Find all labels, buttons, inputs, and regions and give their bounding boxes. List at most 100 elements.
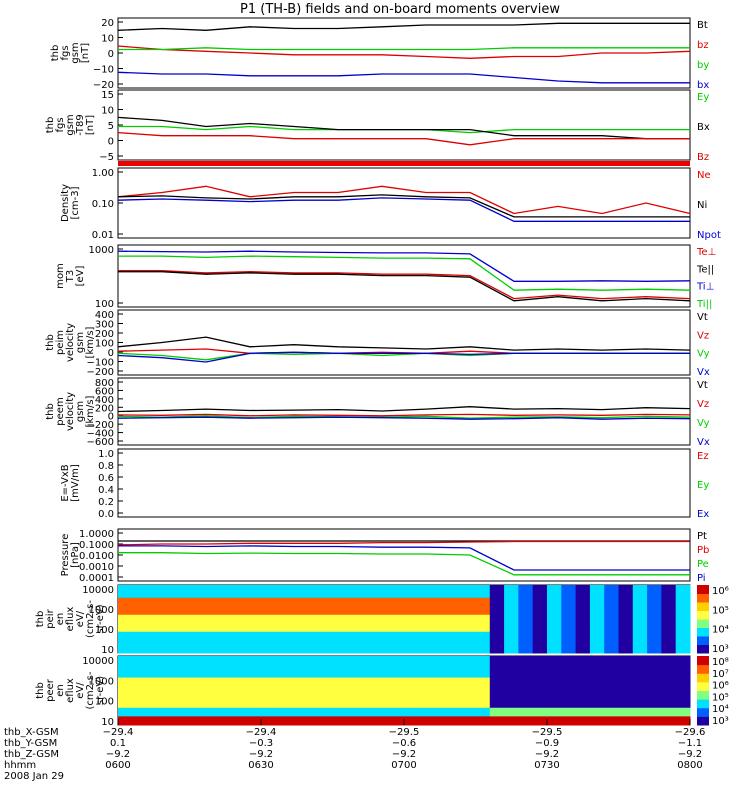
spectrogram-cell bbox=[547, 716, 562, 722]
spectrogram-cell bbox=[547, 720, 562, 726]
spectrogram-cell bbox=[203, 610, 219, 616]
ylabel-line: velocity bbox=[65, 323, 76, 362]
ytick-label: 0.0 bbox=[98, 509, 114, 520]
spectrogram-cell bbox=[618, 686, 634, 691]
spectrogram-cell bbox=[132, 636, 148, 641]
colorbar-segment bbox=[697, 585, 709, 594]
spectrogram-cell bbox=[261, 664, 276, 670]
spectrogram-cell bbox=[647, 664, 662, 670]
spectrogram-cell bbox=[261, 619, 276, 624]
spectrogram-cell bbox=[218, 690, 233, 696]
spectrogram-cell bbox=[647, 668, 662, 674]
spectrogram-cell bbox=[504, 694, 519, 700]
spectrogram-cell bbox=[332, 668, 348, 674]
spectrogram-cell bbox=[261, 694, 276, 700]
spectrogram-cell bbox=[446, 660, 462, 666]
spectrogram-cell bbox=[604, 699, 619, 704]
series-line-Vt bbox=[117, 406, 691, 413]
spectrogram-cell bbox=[289, 656, 305, 661]
spectrogram-cell bbox=[375, 593, 391, 599]
ytick-label: 10 bbox=[101, 645, 114, 656]
spectrogram-cell bbox=[604, 593, 619, 599]
series-line-Te|| bbox=[118, 271, 691, 302]
spectrogram-cell bbox=[404, 619, 419, 624]
spectrogram-cell bbox=[432, 636, 448, 641]
spectrogram-cell bbox=[232, 640, 248, 645]
ylabel-line: gsm bbox=[70, 42, 81, 63]
spectrogram-cell bbox=[375, 623, 391, 628]
colorbar-label: 10⁷ bbox=[712, 669, 729, 680]
spectrogram-cell bbox=[589, 681, 605, 687]
spectrogram-cell bbox=[332, 707, 348, 713]
spectrogram-cell bbox=[532, 686, 548, 691]
spectrogram-cell bbox=[575, 648, 591, 654]
spectrogram-cell bbox=[418, 668, 434, 674]
spectrogram-cell bbox=[203, 656, 219, 661]
spectrogram-cell bbox=[361, 636, 376, 641]
spectrogram-cell bbox=[632, 673, 648, 679]
spectrogram-cell bbox=[675, 716, 691, 722]
ylabel-line: peem bbox=[55, 397, 66, 425]
spectrogram-cell bbox=[489, 623, 505, 628]
spectrogram-cell bbox=[604, 636, 619, 641]
spectrogram-cell bbox=[246, 614, 262, 620]
ylabel-line: fgs bbox=[55, 117, 66, 132]
spectrogram-cell bbox=[589, 703, 605, 709]
xaxis-date: 2008 Jan 29 bbox=[4, 771, 64, 782]
spectrogram-cell bbox=[589, 720, 605, 726]
spectrogram-cell bbox=[575, 593, 591, 599]
spectrogram-cell bbox=[303, 593, 319, 599]
spectrogram-cell bbox=[446, 668, 462, 674]
spectrogram-cell bbox=[289, 636, 305, 641]
spectrogram-cell bbox=[203, 648, 219, 654]
spectrogram-cell bbox=[146, 677, 162, 683]
spectrogram-cell bbox=[232, 656, 248, 661]
spectrogram-cell bbox=[160, 589, 176, 594]
spectrogram-cell bbox=[418, 614, 434, 620]
spectrogram-cell bbox=[475, 636, 491, 641]
spectrogram-cell bbox=[289, 644, 305, 650]
spectrogram-cell bbox=[461, 694, 476, 700]
colorbar-label: 10³ bbox=[712, 644, 729, 655]
spectrogram-cell bbox=[375, 631, 391, 637]
ytick-label: 0.6 bbox=[98, 473, 114, 484]
spectrogram-cell bbox=[504, 720, 519, 726]
spectrogram-cell bbox=[261, 585, 276, 590]
spectrogram-cell bbox=[289, 610, 305, 616]
spectrogram-cell bbox=[461, 602, 476, 607]
spectrogram-cell bbox=[175, 619, 190, 624]
spectrogram-cell bbox=[446, 673, 462, 679]
spectrogram-cell bbox=[575, 673, 591, 679]
spectrogram-cell bbox=[518, 699, 534, 704]
spectrogram-cell bbox=[504, 712, 519, 717]
series-line-Vx bbox=[117, 416, 691, 420]
spectrogram-cell bbox=[561, 673, 577, 679]
spectrogram-cell bbox=[575, 720, 591, 726]
spectrogram-cell bbox=[589, 636, 605, 641]
spectrogram-cell bbox=[418, 673, 434, 679]
spectrogram-cell bbox=[146, 631, 162, 637]
spectrogram-cell bbox=[275, 681, 291, 687]
spectrogram-cell bbox=[146, 681, 162, 687]
spectrogram-cell bbox=[318, 593, 333, 599]
colorbar-label: 10⁵ bbox=[712, 692, 729, 703]
spectrogram-cell bbox=[318, 623, 333, 628]
spectrogram-cell bbox=[661, 673, 677, 679]
spectrogram-cell bbox=[589, 668, 605, 674]
spectrogram-cell bbox=[518, 716, 534, 722]
spectrogram-cell bbox=[589, 656, 605, 661]
spectrogram-cell bbox=[589, 673, 605, 679]
spectrogram-cell bbox=[675, 668, 691, 674]
spectrogram-cell bbox=[675, 720, 691, 726]
spectrogram-cell bbox=[518, 636, 534, 641]
ytick-label: 300 bbox=[95, 320, 114, 331]
spectrogram-cell bbox=[318, 614, 333, 620]
spectrogram-cell bbox=[160, 681, 176, 687]
spectrogram-cell bbox=[618, 610, 634, 616]
spectrogram-cell bbox=[432, 606, 448, 611]
spectrogram-cell bbox=[547, 668, 562, 674]
spectrogram-cell bbox=[604, 668, 619, 674]
ytick-label: 1000 bbox=[89, 245, 114, 256]
spectrogram-cell bbox=[146, 606, 162, 611]
spectrogram-cell bbox=[504, 690, 519, 696]
